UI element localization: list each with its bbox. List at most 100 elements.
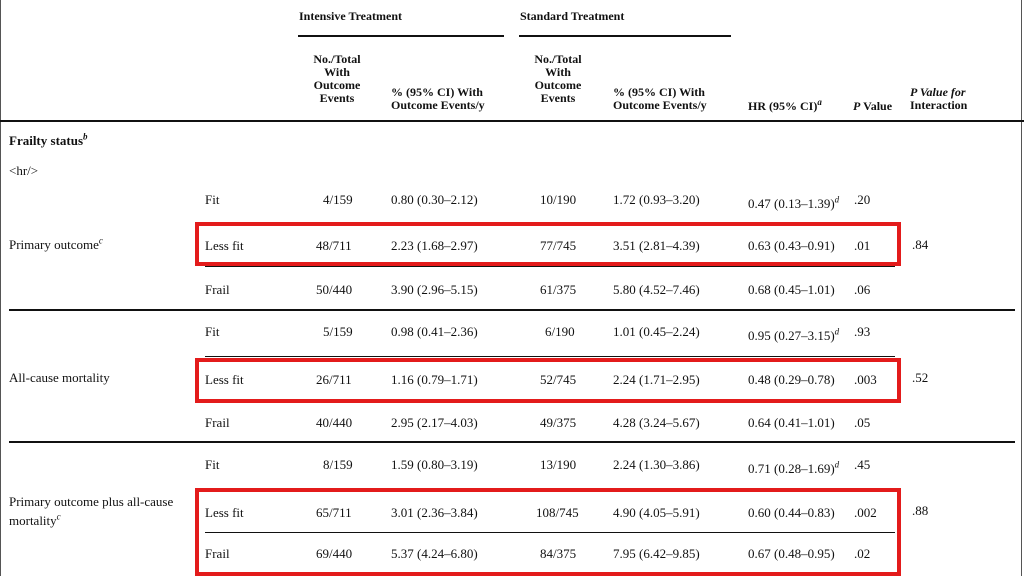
row-level: Less fit [205,238,244,253]
int-events: 69/440 [316,546,353,561]
group-label-footnote: c [56,511,61,522]
p-value: .06 [854,282,871,297]
header-p-italic: P [853,99,861,113]
group-label-footnote: c [98,235,103,246]
hr-footnote: d [834,459,840,470]
header-p-value: P Value [853,100,892,113]
p-value: .20 [854,192,871,207]
header-line: Events [319,91,355,105]
int-rate: 3.01 (2.36–3.84) [391,505,478,520]
int-events: 40/440 [316,415,353,430]
row-divider [205,356,895,357]
row-divider [205,266,895,267]
interaction-p-value: .84 [912,237,929,252]
p-value: .02 [854,546,871,561]
hr-footnote: d [834,194,840,205]
highlight-box-less-fit-mortality [195,358,901,403]
header-line: % (95% CI) With [391,85,483,99]
header-standard-treatment: Standard Treatment [520,9,625,23]
row-level: Frail [205,282,230,297]
std-rate: 2.24 (1.71–2.95) [613,372,700,387]
header-line: Outcome [313,78,361,92]
std-events: 61/375 [540,282,577,297]
int-events: 65/711 [316,505,352,520]
header-line: No./Total [313,52,361,66]
header-bottom-rule [0,120,1024,122]
int-rate: 2.23 (1.68–2.97) [391,238,478,253]
row-level: Frail [205,415,230,430]
hazard-ratio: 0.48 (0.29–0.78) [748,372,835,387]
group-label-all-cause-mortality: All-cause mortality [9,370,110,385]
highlight-box-combined-outcome [195,488,901,576]
header-hr-text: HR (95% CI) [748,99,818,113]
p-value: .003 [854,372,877,387]
group-label-text: Primary outcome [9,237,99,252]
group-label-line: mortalityc [9,511,173,530]
header-std-rate: % (95% CI) With Outcome Events/y [613,86,707,112]
std-events: 52/745 [540,372,577,387]
group-label-primary-outcome: Primary outcomec [9,235,103,252]
header-line: % (95% CI) With [613,85,705,99]
int-rate: 5.37 (4.24–6.80) [391,546,478,561]
hazard-ratio: 0.64 (0.41–1.01) [748,415,835,430]
std-rate: 2.24 (1.30–3.86) [613,457,700,472]
std-rate: 4.28 (3.24–5.67) [613,415,700,430]
header-int-rate: % (95% CI) With Outcome Events/y [391,86,485,112]
row-level: Fit [205,324,220,339]
row-level: Fit [205,457,220,472]
header-line: Outcome Events/y [391,98,485,112]
int-events: 26/711 [316,372,352,387]
header-line: Outcome Events/y [613,98,707,112]
p-value: .002 [854,505,877,520]
hazard-ratio: 0.67 (0.48–0.95) [748,546,835,561]
int-events: 8/159 [323,457,353,472]
std-events: 13/190 [540,457,577,472]
std-events: 108/745 [536,505,579,520]
std-events: 10/190 [540,192,577,207]
p-value: .01 [854,238,871,253]
int-rate: 1.16 (0.79–1.71) [391,372,478,387]
hazard-ratio: 0.60 (0.44–0.83) [748,505,835,520]
int-events: 5/159 [323,324,353,339]
std-rate: 1.72 (0.93–3.20) [613,192,700,207]
int-rate: 2.95 (2.17–4.03) [391,415,478,430]
header-line: Interaction [910,98,968,112]
row-level: Frail [205,546,230,561]
int-events: 4/159 [323,192,353,207]
hazard-ratio: 0.47 (0.13–1.39)d [748,194,840,211]
std-rate: 3.51 (2.81–4.39) [613,238,700,253]
section-title-text: Frailty status [9,133,84,148]
header-interaction: P Value for Interaction [910,86,967,112]
hr-text: 0.47 (0.13–1.39) [748,196,835,211]
p-value: .45 [854,457,871,472]
group-label-line: Primary outcome plus all-cause [9,494,174,509]
int-rate: 3.90 (2.96–5.15) [391,282,478,297]
hr-text: 0.71 (0.28–1.69) [748,461,835,476]
header-line: With [324,65,350,79]
header-p-rest: Value [860,99,893,113]
hazard-ratio: 0.63 (0.43–0.91) [748,238,835,253]
section-title: Frailty statusb [9,132,88,148]
int-rate: 0.98 (0.41–2.36) [391,324,478,339]
header-hr-footnote: a [817,97,822,107]
hazard-ratio: 0.68 (0.45–1.01) [748,282,835,297]
group-divider [9,441,1015,443]
std-events: 49/375 [540,415,577,430]
std-rate: 4.90 (4.05–5.91) [613,505,700,520]
row-divider [205,532,895,533]
header-line: Events [540,91,576,105]
highlight-box-less-fit-primary [195,222,901,266]
row-level: Less fit [205,372,244,387]
header-line: Outcome [534,78,582,92]
int-events: 48/711 [316,238,352,253]
p-value: .93 [854,324,871,339]
interaction-p-value: .52 [912,370,929,385]
std-rate: 1.01 (0.45–2.24) [613,324,700,339]
header-line: No./Total [534,52,582,66]
std-rate: 7.95 (6.42–9.85) [613,546,700,561]
header-line: P Value for [910,85,966,99]
header-int-events: No./Total With Outcome Events [300,53,374,105]
std-events: 6/190 [545,324,575,339]
p-value: .05 [854,415,871,430]
hazard-ratio: 0.71 (0.28–1.69)d [748,459,840,476]
